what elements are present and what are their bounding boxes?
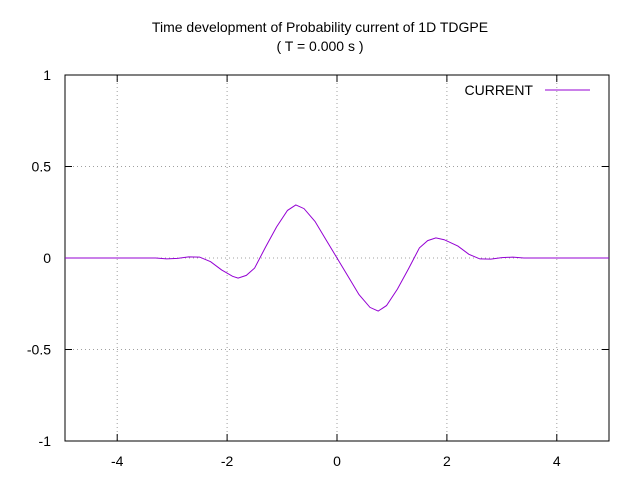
y-tick-label: 1 (43, 67, 51, 83)
y-tick-label: 0.5 (32, 159, 52, 175)
series-layer (65, 204, 609, 312)
x-tick-label: 4 (553, 453, 561, 469)
x-tick-label: -2 (221, 453, 234, 469)
x-tick-label: 2 (443, 453, 451, 469)
legend-label: CURRENT (465, 82, 534, 98)
ticks: -4 -2 0 2 4 1 0.5 0 -0.5 -1 (27, 67, 609, 469)
chart-subtitle: ( T = 0.000 s ) (276, 38, 364, 54)
chart-title: Time development of Probability current … (151, 19, 489, 35)
series-line-current (65, 204, 609, 312)
y-tick-label: 0 (43, 250, 51, 266)
x-tick-label: -4 (111, 453, 124, 469)
y-tick-label: -1 (39, 433, 52, 449)
x-tick-label: 0 (333, 453, 341, 469)
y-tick-label: -0.5 (27, 342, 51, 358)
legend: CURRENT (465, 82, 590, 98)
